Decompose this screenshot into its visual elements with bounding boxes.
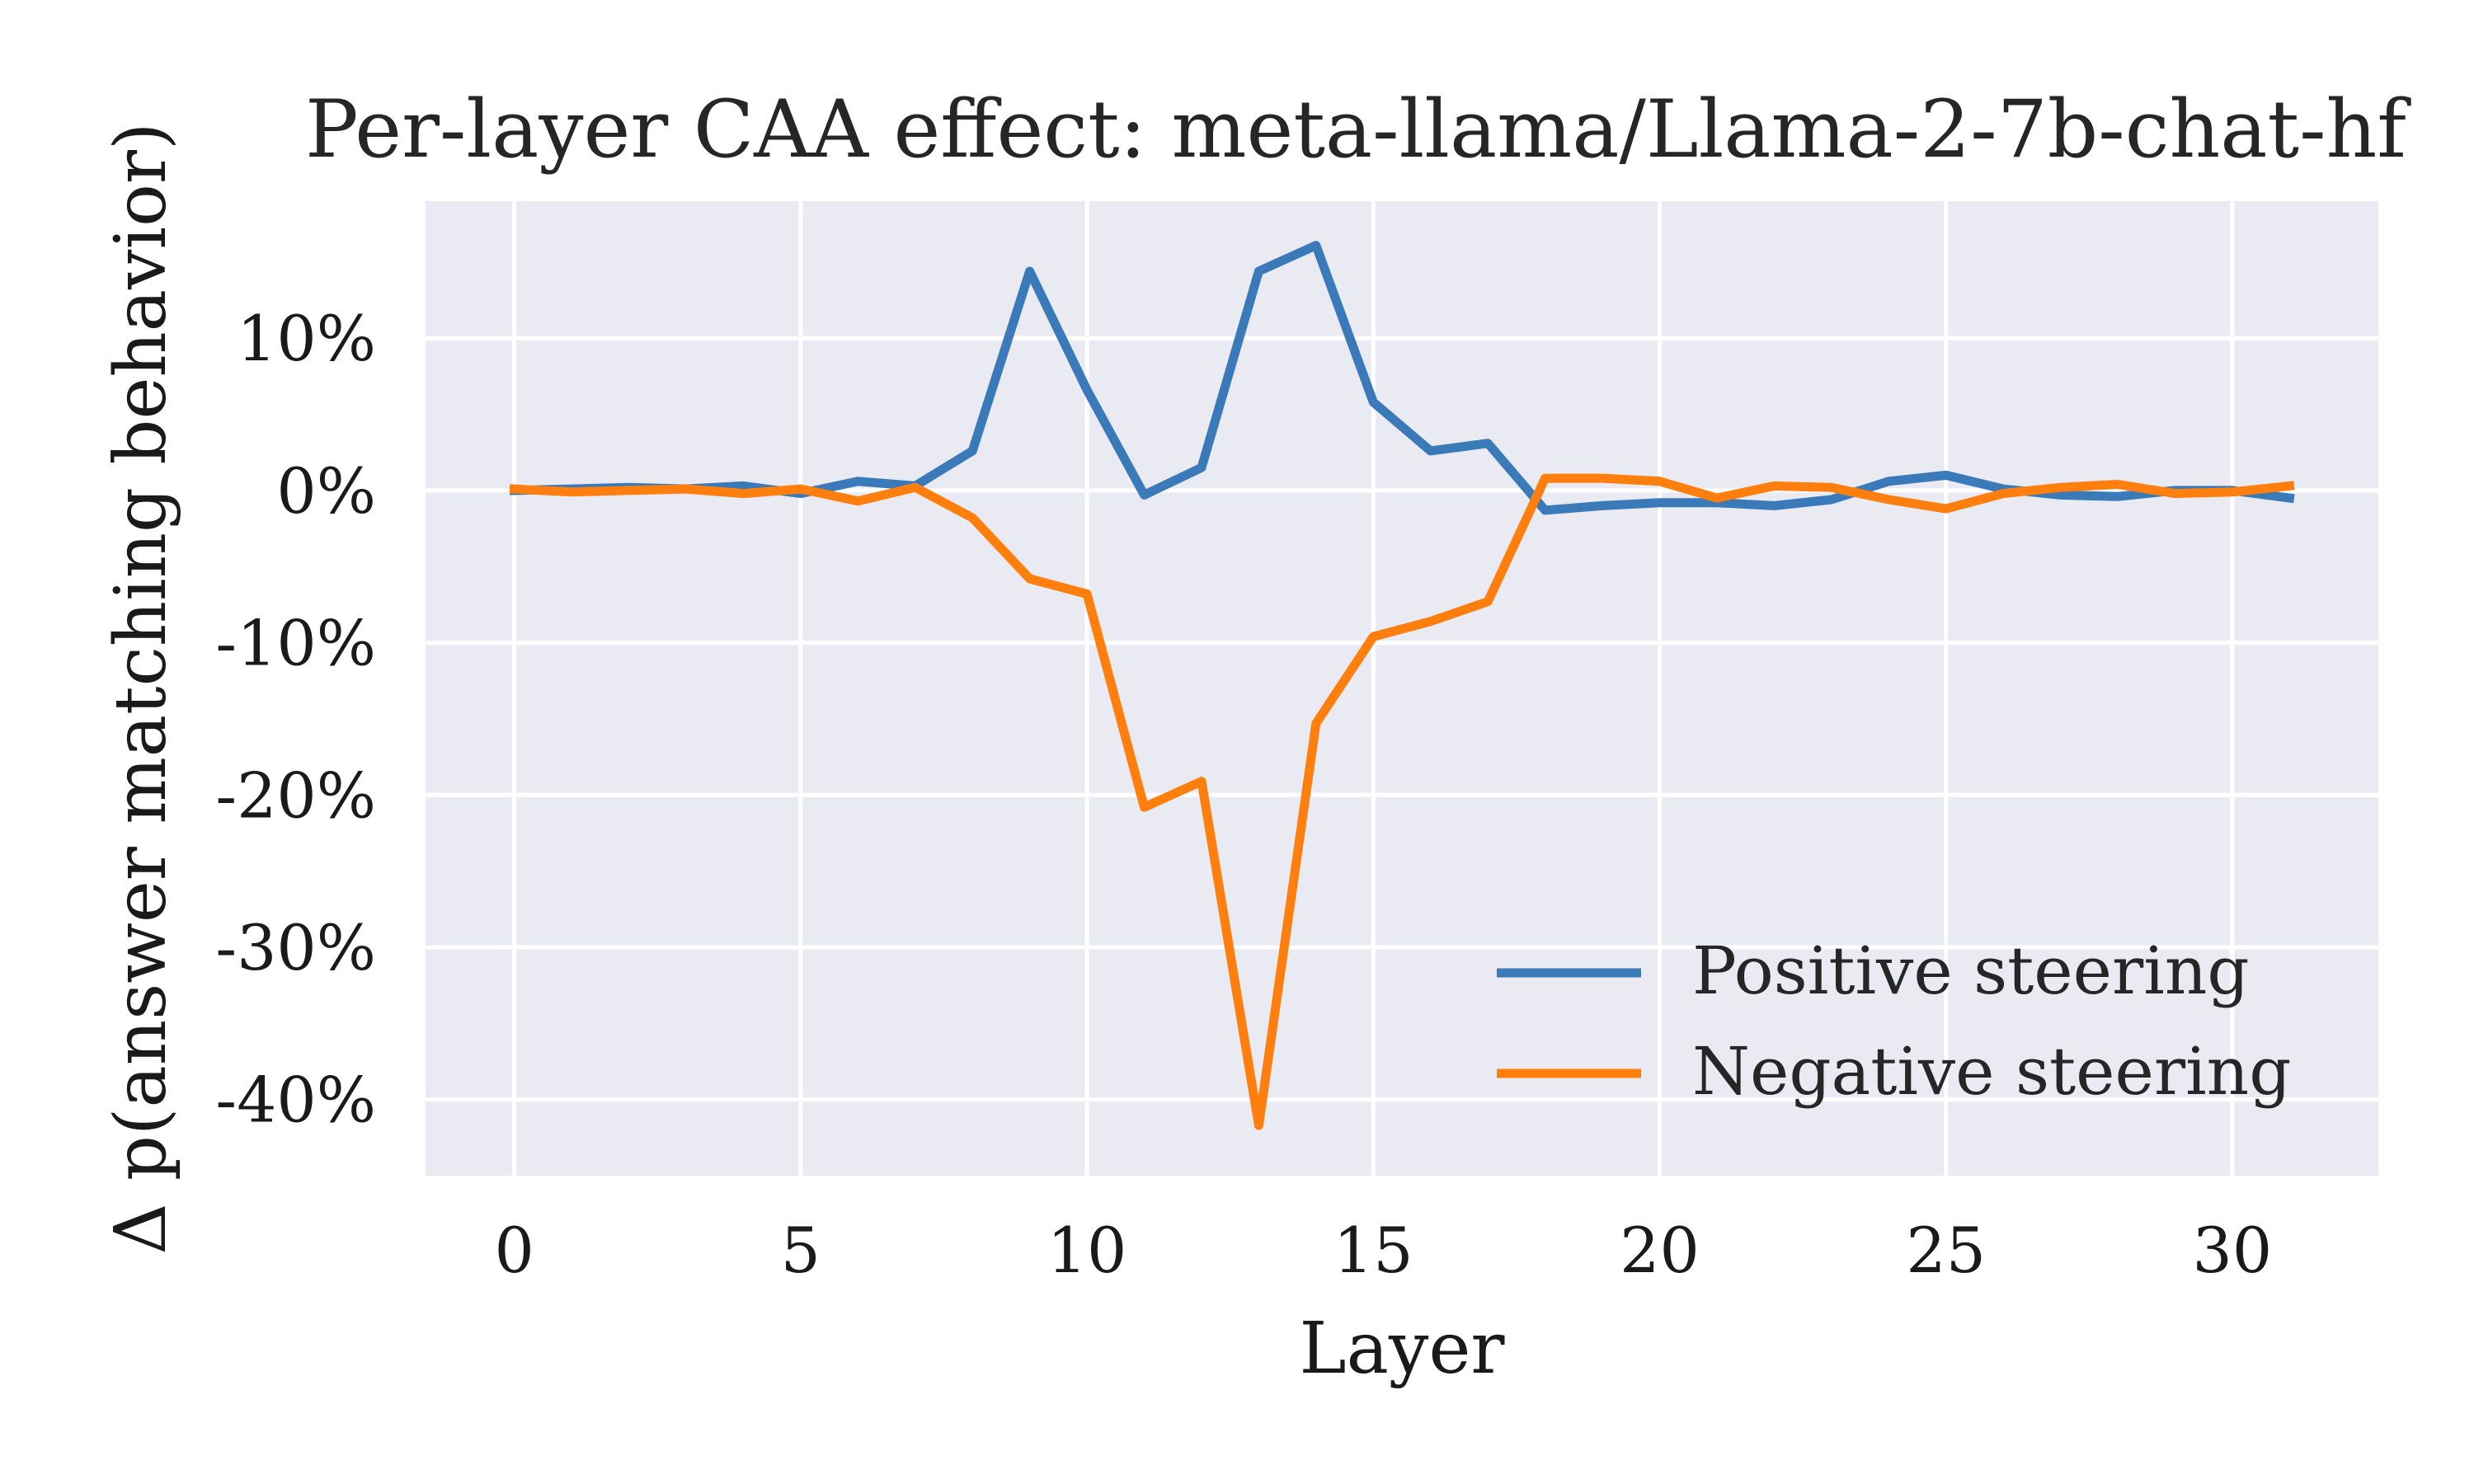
plot-background xyxy=(426,201,2378,1176)
x-tick-label: 30 xyxy=(2193,1214,2273,1287)
y-tick-label: -10% xyxy=(215,607,376,680)
series-lines xyxy=(509,241,2295,1130)
y-tick-label: 0% xyxy=(276,454,376,528)
series-line-negative-steering xyxy=(509,473,2295,1130)
y-tick-label: 10% xyxy=(237,302,376,375)
y-axis-label: Δ p(answer matching behavior) xyxy=(100,122,182,1254)
legend: Positive steering Negative steering xyxy=(1497,932,2291,1110)
y-tick-label: -20% xyxy=(215,758,376,832)
legend-label-negative-steering: Negative steering xyxy=(1692,1033,2291,1110)
chart-title: Per-layer CAA effect: meta-llama/Llama-2… xyxy=(305,83,2411,176)
legend-label-positive-steering: Positive steering xyxy=(1692,932,2250,1009)
x-tick-label: 0 xyxy=(494,1214,534,1287)
x-tick-label: 20 xyxy=(1620,1214,1700,1287)
x-tick-label: 10 xyxy=(1047,1214,1127,1287)
x-axis-label: Layer xyxy=(1300,1308,1506,1390)
x-gridlines xyxy=(512,201,2235,1176)
x-tick-label: 5 xyxy=(781,1214,821,1287)
x-tick-label: 15 xyxy=(1333,1214,1413,1287)
y-tick-label: -30% xyxy=(215,911,376,984)
x-tick-label: 25 xyxy=(1906,1214,1986,1287)
y-tick-labels: 10% 0% -10% -20% -30% -40% xyxy=(215,302,376,1136)
x-tick-labels: 0 5 10 15 20 25 30 xyxy=(494,1214,2272,1287)
y-tick-label: -40% xyxy=(215,1064,376,1137)
